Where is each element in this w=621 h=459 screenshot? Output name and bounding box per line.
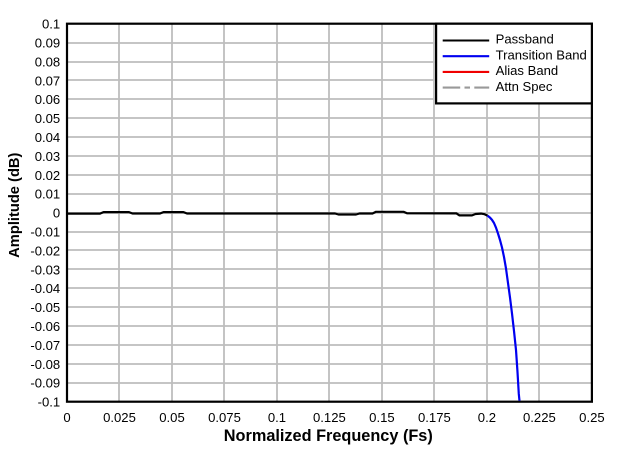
- svg-text:Alias Band: Alias Band: [496, 63, 559, 78]
- svg-text:-0.02: -0.02: [30, 243, 60, 258]
- svg-text:0.01: 0.01: [35, 187, 60, 202]
- svg-text:Attn Spec: Attn Spec: [496, 79, 553, 94]
- svg-text:0.15: 0.15: [369, 410, 394, 425]
- svg-text:Transition Band: Transition Band: [496, 47, 587, 62]
- svg-text:0: 0: [63, 410, 70, 425]
- svg-text:-0.03: -0.03: [30, 262, 60, 277]
- svg-text:0.03: 0.03: [35, 149, 60, 164]
- svg-text:Normalized Frequency (Fs): Normalized Frequency (Fs): [224, 427, 433, 445]
- svg-text:0.075: 0.075: [208, 410, 241, 425]
- svg-text:0.125: 0.125: [313, 410, 346, 425]
- svg-text:-0.04: -0.04: [30, 281, 60, 296]
- svg-text:0.175: 0.175: [418, 410, 451, 425]
- svg-text:0.06: 0.06: [35, 92, 60, 107]
- svg-text:0.04: 0.04: [35, 130, 60, 145]
- svg-text:0.25: 0.25: [579, 410, 604, 425]
- svg-text:-0.08: -0.08: [30, 357, 60, 372]
- svg-text:0.09: 0.09: [35, 36, 60, 51]
- svg-text:-0.07: -0.07: [30, 338, 60, 353]
- svg-text:-0.05: -0.05: [30, 300, 60, 315]
- svg-text:0.025: 0.025: [103, 410, 136, 425]
- svg-text:0.02: 0.02: [35, 168, 60, 183]
- svg-text:0.08: 0.08: [35, 54, 60, 69]
- svg-text:Passband: Passband: [496, 32, 554, 47]
- svg-text:0.1: 0.1: [268, 410, 286, 425]
- svg-text:0.1: 0.1: [42, 17, 60, 32]
- svg-text:-0.01: -0.01: [30, 225, 60, 240]
- svg-text:0.225: 0.225: [523, 410, 556, 425]
- svg-text:0: 0: [53, 206, 60, 221]
- svg-text:0.07: 0.07: [35, 73, 60, 88]
- svg-text:0.05: 0.05: [159, 410, 184, 425]
- svg-text:0.05: 0.05: [35, 111, 60, 126]
- svg-text:-0.09: -0.09: [30, 376, 60, 391]
- svg-text:-0.06: -0.06: [30, 319, 60, 334]
- svg-text:Amplitude (dB): Amplitude (dB): [7, 152, 23, 257]
- svg-text:0.2: 0.2: [478, 410, 496, 425]
- svg-text:-0.1: -0.1: [38, 395, 61, 410]
